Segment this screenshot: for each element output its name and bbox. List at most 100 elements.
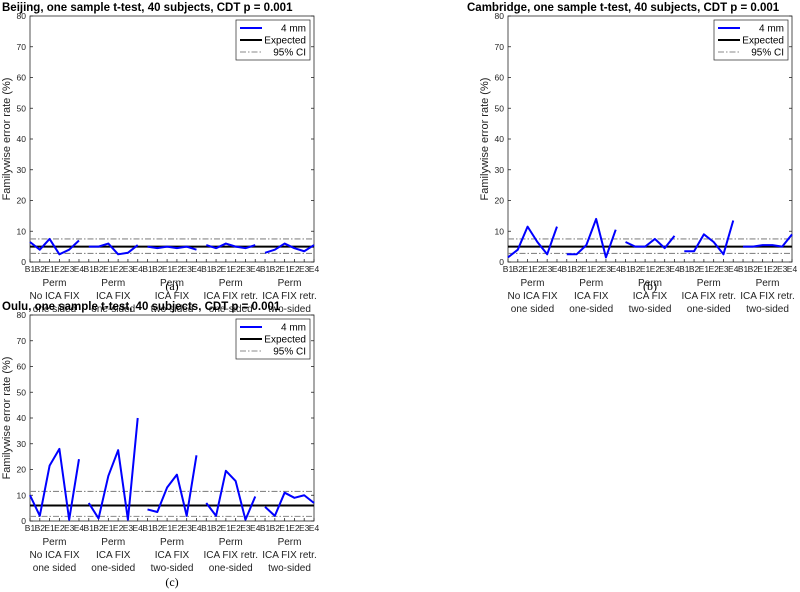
x-tick-label: E4 — [552, 264, 563, 274]
group-label: ICA FIX — [574, 291, 609, 302]
y-tick-label: 40 — [495, 134, 505, 144]
y-tick-label: 70 — [495, 42, 505, 52]
x-tick-label: B2 — [35, 523, 46, 533]
series-line-group-2 — [88, 242, 139, 256]
group-label: one-sided — [209, 304, 253, 315]
x-tick-label: E3 — [123, 523, 134, 533]
legend-label: 95% CI — [751, 48, 784, 59]
x-tick-label: E1 — [103, 264, 114, 274]
x-tick-label: E2 — [172, 523, 183, 533]
y-tick-label: 80 — [17, 11, 27, 21]
x-tick-label: E2 — [54, 523, 65, 533]
x-tick-label: E2 — [591, 264, 602, 274]
group-label: one sided — [33, 304, 76, 315]
group-label: Perm — [43, 278, 67, 289]
x-tick-label: B2 — [630, 264, 641, 274]
x-tick-label: E1 — [640, 264, 651, 274]
y-tick-label: 50 — [17, 387, 27, 397]
y-tick-label: 30 — [17, 165, 27, 175]
x-tick-label: E4 — [133, 523, 144, 533]
group-label: Perm — [219, 537, 243, 548]
y-tick-label: 60 — [495, 73, 505, 83]
x-tick-label: E2 — [230, 523, 241, 533]
x-tick-label: E1 — [221, 523, 232, 533]
x-tick-label: E2 — [113, 264, 124, 274]
legend-label: 95% CI — [273, 347, 306, 358]
y-tick-label: 30 — [17, 439, 27, 449]
group-label: one-sided — [91, 304, 135, 315]
group-label: one sided — [33, 563, 76, 574]
group-label: ICA FIX — [155, 550, 190, 561]
y-axis-label: Familywise error rate (%) — [1, 357, 13, 480]
x-tick-label: E1 — [522, 264, 533, 274]
group-label: ICA FIX retr. — [204, 550, 258, 561]
figure-caption: (b) — [643, 279, 657, 293]
y-tick-label: 50 — [495, 103, 505, 113]
chart-title: Oulu, one sample t-test, 40 subjects, CD… — [2, 301, 281, 313]
group-label: ICA FIX retr. — [204, 291, 258, 302]
group-label: one-sided — [569, 304, 613, 315]
x-tick-label: E1 — [103, 523, 114, 533]
y-tick-label: 70 — [17, 336, 27, 346]
x-tick-label: E1 — [279, 264, 290, 274]
x-tick-label: E4 — [669, 264, 680, 274]
x-tick-label: E2 — [532, 264, 543, 274]
legend-label: 95% CI — [273, 48, 306, 59]
x-tick-label: B1 — [260, 264, 271, 274]
legend-label: 4 mm — [281, 24, 306, 35]
x-tick-label: E3 — [64, 264, 75, 274]
y-tick-label: 60 — [17, 73, 27, 83]
group-label: one-sided — [687, 304, 731, 315]
x-tick-label: E2 — [767, 264, 778, 274]
x-tick-label: B1 — [738, 264, 749, 274]
x-tick-label: E3 — [240, 523, 251, 533]
series-line-group-3 — [147, 455, 198, 517]
group-label: one-sided — [209, 563, 253, 574]
x-tick-label: B1 — [25, 264, 36, 274]
group-label: ICA FIX retr. — [682, 291, 736, 302]
group-label: Perm — [160, 537, 184, 548]
y-tick-label: 80 — [17, 310, 27, 320]
y-tick-label: 60 — [17, 362, 27, 372]
group-label: ICA FIX retr. — [740, 291, 794, 302]
x-tick-label: E3 — [542, 264, 553, 274]
y-tick-label: 10 — [495, 226, 505, 236]
y-tick-label: 20 — [17, 465, 27, 475]
group-label: two-sided — [151, 304, 194, 315]
x-tick-label: E3 — [718, 264, 729, 274]
x-tick-label: B1 — [503, 264, 514, 274]
chart-title: Beijing, one sample t-test, 40 subjects,… — [2, 2, 293, 14]
x-tick-label: E3 — [123, 264, 134, 274]
x-tick-label: B2 — [689, 264, 700, 274]
x-tick-label: B1 — [84, 264, 95, 274]
x-tick-label: B2 — [748, 264, 759, 274]
x-tick-label: E1 — [162, 264, 173, 274]
group-label: two-sided — [629, 304, 672, 315]
series-line-group-4 — [205, 469, 257, 521]
x-tick-label: B2 — [211, 523, 222, 533]
x-tick-label: E4 — [74, 523, 85, 533]
x-tick-label: B2 — [93, 264, 104, 274]
y-tick-label: 0 — [21, 516, 26, 526]
x-tick-label: B2 — [270, 264, 281, 274]
group-label: two-sided — [268, 563, 311, 574]
series-line-group-1 — [29, 237, 80, 256]
x-tick-label: E4 — [133, 264, 144, 274]
x-tick-label: B1 — [84, 523, 95, 533]
x-tick-label: B1 — [142, 264, 153, 274]
group-label: two-sided — [746, 304, 789, 315]
group-label: ICA FIX retr. — [262, 291, 316, 302]
group-label: Perm — [43, 537, 67, 548]
x-tick-label: E3 — [659, 264, 670, 274]
group-label: ICA FIX retr. — [262, 550, 316, 561]
legend-label: Expected — [264, 36, 306, 47]
x-tick-label: B1 — [679, 264, 690, 274]
x-tick-label: E1 — [44, 523, 55, 533]
group-label: two-sided — [151, 563, 194, 574]
series-line-group-3 — [147, 245, 197, 251]
group-label: Perm — [521, 278, 545, 289]
x-tick-label: B1 — [260, 523, 271, 533]
x-tick-label: E2 — [289, 264, 300, 274]
